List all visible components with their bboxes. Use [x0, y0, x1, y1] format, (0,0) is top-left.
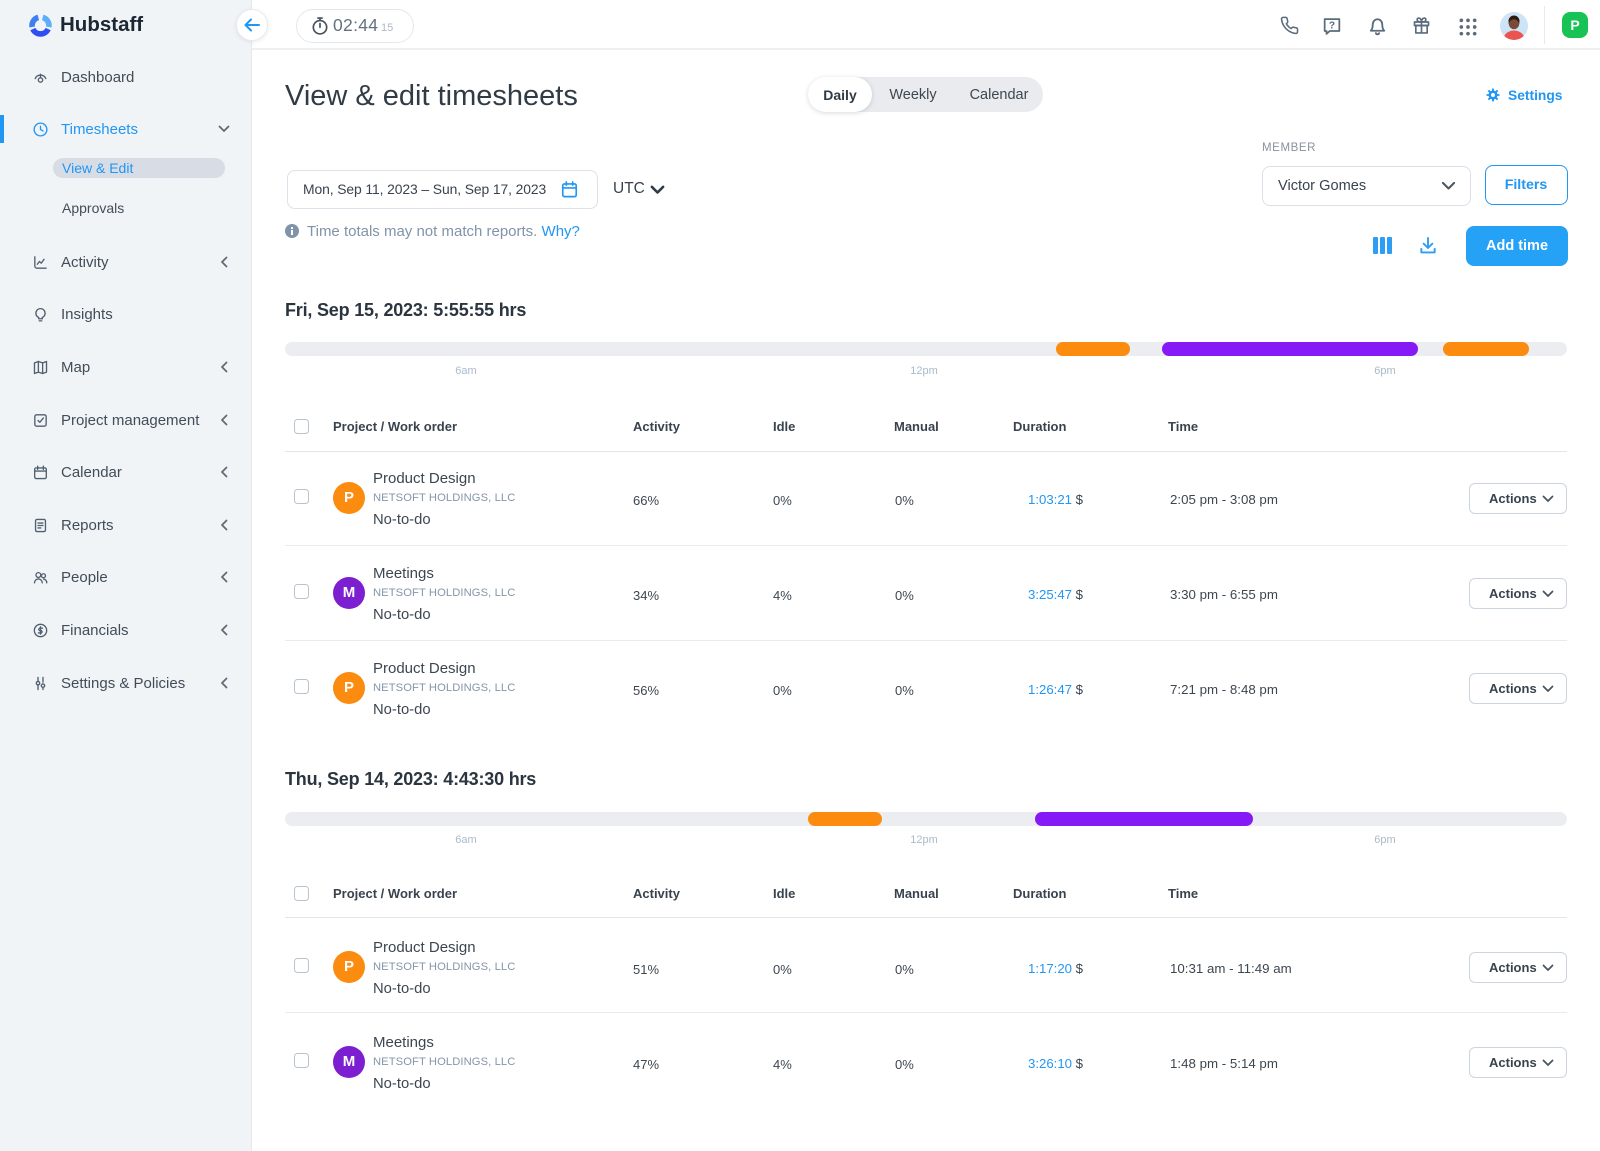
svg-text:?: ?: [1329, 20, 1335, 31]
